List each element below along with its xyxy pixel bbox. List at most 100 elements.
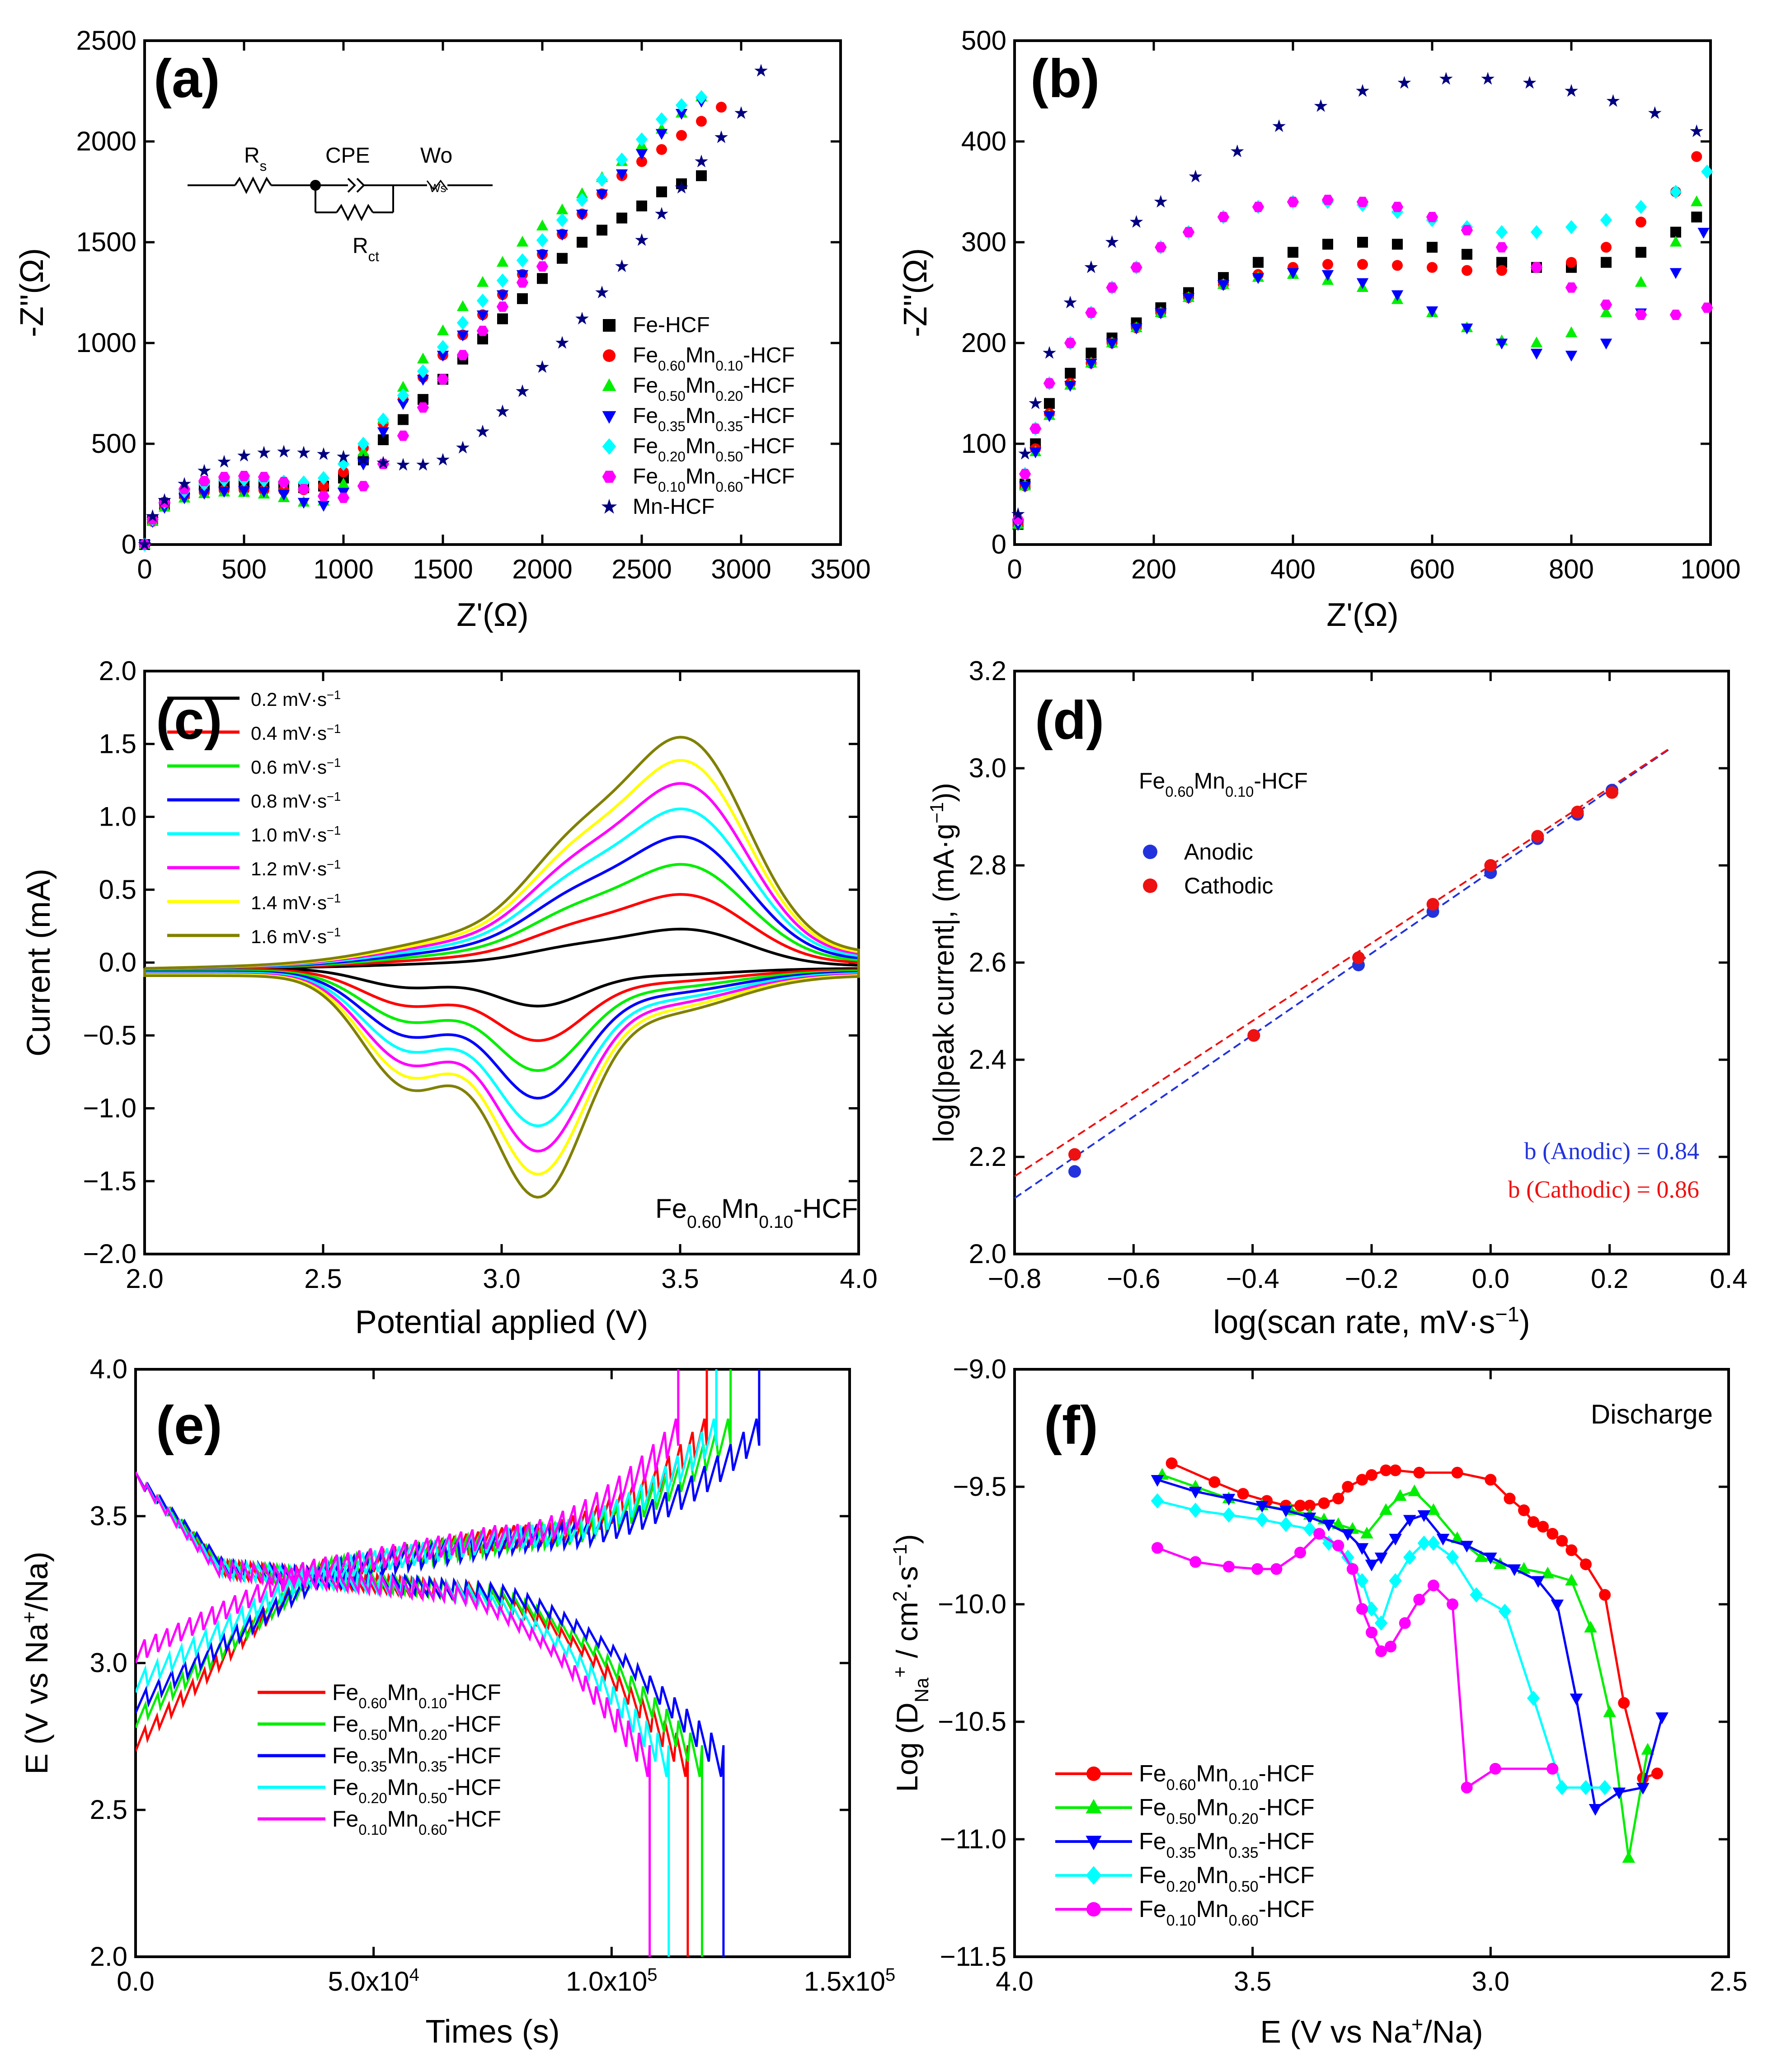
eis-point <box>437 340 449 354</box>
diffusion-point <box>1618 1697 1630 1709</box>
rs-label-part-1: s <box>260 158 267 174</box>
diffusion-point <box>1322 1519 1335 1532</box>
diffusion-point <box>1375 1645 1387 1657</box>
eis-point <box>476 325 489 336</box>
diffusion-point <box>1374 1615 1388 1631</box>
legend-label-part-4: -HCF <box>447 1775 501 1800</box>
eis-point <box>417 375 429 386</box>
diffusion-point <box>1570 1693 1583 1706</box>
legend-label-part-2: Mn <box>1196 1828 1228 1855</box>
x-axis-label-part-2: ) <box>1519 1304 1530 1340</box>
eis-point <box>1530 262 1543 273</box>
x-tick-label: 3.5 <box>661 1264 699 1294</box>
eis-point <box>695 90 708 104</box>
eis-point <box>1427 242 1438 253</box>
eis-point <box>575 311 589 325</box>
eis-point <box>1043 411 1056 422</box>
legend-label-part-3: 0.35 <box>715 418 743 434</box>
warburg-symbol <box>426 179 448 191</box>
legend-label-part-4: -HCF <box>743 374 795 398</box>
legend-label-part-1: −1 <box>327 756 341 770</box>
eis-point <box>695 155 708 168</box>
eis-point <box>1495 338 1508 350</box>
eis-point <box>1391 202 1404 212</box>
legend-marker <box>1086 1799 1102 1814</box>
eis-point <box>536 250 549 261</box>
y-tick-label: −0.5 <box>83 1020 136 1050</box>
legend-label-part-4: -HCF <box>1259 1896 1315 1922</box>
eis-point <box>635 149 648 160</box>
diffusion-point <box>1303 1521 1316 1537</box>
eis-point <box>1392 260 1403 271</box>
x-tick-label: 600 <box>1410 554 1455 584</box>
legend-label: Fe0.60Mn0.10-HCF <box>332 1680 501 1711</box>
diffusion-point <box>1636 1783 1650 1795</box>
x-axis-label-part-1: −1 <box>1495 1302 1519 1326</box>
legend-label-part-1: 0.60 <box>358 1695 387 1711</box>
eis-point <box>1636 216 1646 228</box>
eis-point <box>337 493 350 503</box>
y-axis-label-part-4: 2 <box>889 1591 911 1602</box>
eis-point <box>517 293 528 304</box>
eis-point <box>337 477 350 489</box>
eis-point <box>1600 338 1612 350</box>
y-axis-label-part-0: E (V vs Na <box>19 1623 54 1775</box>
legend-label-part-3: 0.10 <box>418 1695 447 1711</box>
x-tick-label: 0.0 <box>1472 1264 1509 1294</box>
eis-point <box>317 501 330 512</box>
discharge-title: Discharge <box>1591 1399 1713 1429</box>
legend-label-part-4: -HCF <box>743 404 795 428</box>
diffusion-point <box>1565 1544 1578 1556</box>
resistor-rct <box>336 203 374 221</box>
y-axis-label-part-0: Log (D <box>890 1702 924 1792</box>
x-tick-label: 1500 <box>413 554 473 584</box>
eis-point <box>516 270 529 281</box>
plot-frame <box>1013 670 1730 1255</box>
eis-point <box>456 315 469 330</box>
eis-point <box>635 233 649 246</box>
eis-point <box>555 336 569 349</box>
eis-point <box>656 186 667 197</box>
x-tick-label: 4.0 <box>996 1966 1033 1997</box>
eis-point <box>437 351 449 362</box>
eis-point <box>1287 197 1299 207</box>
y-tick-label: 1.0 <box>99 802 136 832</box>
eis-point <box>238 486 250 497</box>
eis-point <box>338 466 349 478</box>
legend-label-part-2: Mn <box>686 374 716 398</box>
x-tick-label: 800 <box>1549 554 1594 584</box>
y-tick-label: 2.4 <box>969 1044 1006 1075</box>
x-tick-label: 1.5x105 <box>804 1965 895 1997</box>
eis-point <box>277 477 290 488</box>
eis-point <box>1691 195 1703 207</box>
eis-point <box>238 470 250 481</box>
diffusion-point <box>1366 1469 1377 1481</box>
diffusion-point <box>1580 1558 1592 1570</box>
eis-point <box>376 456 390 469</box>
eis-point <box>1155 242 1167 253</box>
diffusion-point <box>1189 1503 1202 1518</box>
equivalent-circuit-inset: Rs CPE Wo Ws Rct <box>188 144 493 264</box>
eis-point <box>1106 282 1118 293</box>
y-tick-label: 0.0 <box>99 947 136 977</box>
eis-point <box>377 412 390 427</box>
diffusion-point <box>1237 1488 1249 1500</box>
x-tick-label: 500 <box>221 554 267 584</box>
cpe-symbol <box>347 178 356 193</box>
diffusion-point <box>1528 1516 1540 1528</box>
eis-point <box>596 189 608 201</box>
legend-label-part-1: 0.10 <box>1166 1912 1196 1929</box>
eis-point <box>1129 215 1143 228</box>
eis-point <box>138 537 151 550</box>
legend-label-part-1: 0.35 <box>358 1758 387 1775</box>
legend-label: 1.2 mV·s−1 <box>251 857 341 880</box>
legend-label-part-4: -HCF <box>447 1743 501 1768</box>
diffusion-point <box>1474 1550 1488 1562</box>
eis-point <box>1495 225 1508 240</box>
eis-point <box>217 455 231 468</box>
x-tick-label: 1.0x105 <box>566 1965 657 1997</box>
eis-point <box>1217 211 1230 222</box>
sample-annotation-part-1: 0.60 <box>687 1212 721 1232</box>
diffusion-point <box>1365 1601 1378 1617</box>
eis-point <box>597 225 607 236</box>
